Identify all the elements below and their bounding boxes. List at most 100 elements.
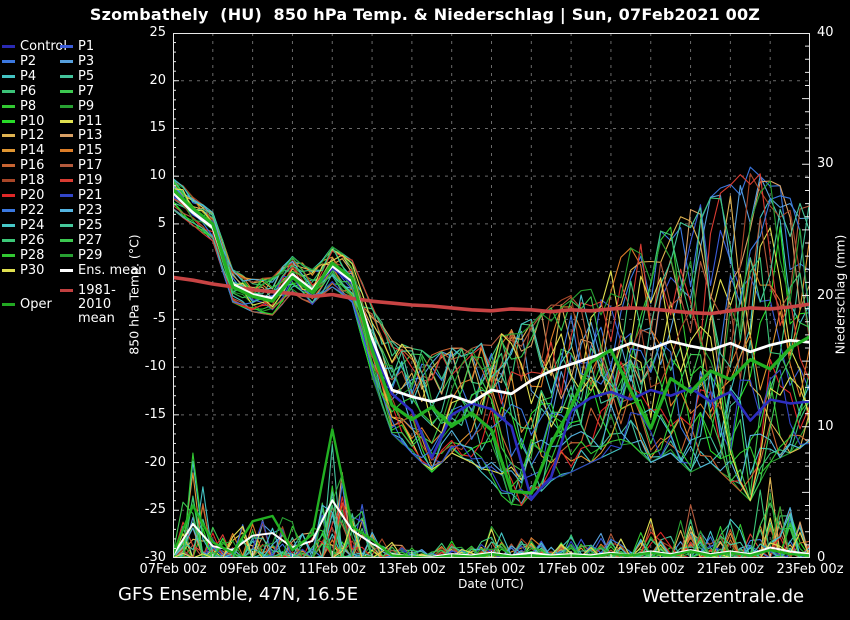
- legend-swatch: [60, 164, 73, 168]
- legend-swatch: [2, 223, 15, 227]
- temp-member-line: [173, 186, 810, 502]
- legend-swatch: [60, 223, 73, 227]
- legend-item: Oper: [2, 298, 52, 312]
- temp-member-line: [173, 202, 810, 492]
- legend-swatch: [60, 104, 73, 108]
- legend-item: P6: [2, 84, 36, 99]
- legend-label: P25: [78, 217, 103, 233]
- temp-member-line: [173, 200, 810, 473]
- temp-tick-label: 0: [157, 263, 166, 279]
- chart-title: Szombathely (HU) 850 hPa Temp. & Nieders…: [89, 5, 761, 24]
- legend-item: P22: [2, 202, 45, 218]
- legend-swatch: [2, 134, 15, 138]
- legend-swatch: [2, 238, 15, 242]
- temp-member-line: [173, 185, 810, 467]
- legend-item: P28: [2, 247, 45, 263]
- legend-item: P17: [60, 159, 102, 173]
- footer-model-info: GFS Ensemble, 47N, 16.5E: [118, 584, 359, 605]
- legend-swatch: [60, 45, 73, 48]
- legend-swatch: [2, 303, 15, 306]
- legend-swatch: [60, 238, 73, 242]
- legend-swatch: [2, 104, 15, 108]
- temp-member-line: [173, 180, 810, 488]
- temp-tick-label: -30: [144, 550, 166, 565]
- legend-item: P11: [60, 113, 103, 129]
- legend-label: Control: [20, 39, 67, 54]
- x-axis-label: Date (UTC): [458, 577, 524, 591]
- legend-swatch: [60, 179, 73, 183]
- temp-member-line: [173, 173, 810, 461]
- legend-item: 1981-2010 mean: [60, 284, 146, 326]
- legend-swatch: [2, 253, 15, 257]
- legend-label: P3: [78, 53, 95, 69]
- temp-tick-label: -25: [144, 502, 166, 518]
- temp-tick-label: 20: [149, 72, 166, 88]
- temp-tick-label: 15: [149, 120, 166, 136]
- temp-member-line: [173, 204, 810, 404]
- precip-tick-label: 30: [817, 156, 834, 172]
- precip-tick-label: 20: [817, 287, 834, 303]
- legend-label: P28: [20, 247, 45, 263]
- legend-item: P29: [60, 247, 103, 263]
- legend-label: P17: [78, 158, 103, 174]
- legend-swatch: [2, 119, 15, 123]
- legend-item: P14: [2, 144, 44, 158]
- temp-member-line: [173, 181, 810, 504]
- plot-area: [173, 33, 810, 558]
- temp-member-line: [173, 181, 810, 506]
- legend-swatch: [60, 149, 73, 153]
- legend-label: P20: [20, 188, 45, 203]
- precip-tick-label: 10: [817, 418, 834, 434]
- temp-member-line: [173, 178, 810, 446]
- legend-swatch: [60, 119, 73, 123]
- legend-item: P20: [2, 189, 44, 203]
- legend-swatch: [60, 74, 73, 78]
- legend-swatch: [60, 134, 73, 138]
- footer-site-name: Wetterzentrale.de: [642, 586, 805, 607]
- legend-label: P12: [20, 128, 45, 144]
- legend-item: P9: [60, 99, 94, 114]
- legend-label: P11: [78, 113, 103, 129]
- legend-item: P4: [2, 69, 36, 84]
- legend-item: P27: [60, 233, 102, 248]
- plot-border: [173, 33, 810, 558]
- legend-item: P15: [60, 144, 102, 158]
- legend-swatch: [2, 149, 15, 153]
- temp-member-line: [173, 188, 810, 502]
- legend-swatch: [2, 164, 15, 168]
- legend-label: P19: [78, 173, 103, 189]
- y-axis-label-right: Niederschlag (mm): [832, 234, 848, 355]
- legend-swatch: [60, 89, 73, 93]
- legend-label: Ens. mean: [78, 262, 147, 278]
- date-tick-label: 19Feb 00z: [617, 562, 685, 577]
- legend-item: P2: [2, 54, 36, 69]
- precip-tick-label: 40: [817, 25, 834, 40]
- legend-swatch: [2, 268, 15, 272]
- legend-item: P23: [60, 203, 102, 218]
- legend-swatch: [2, 45, 15, 48]
- ensemble-chart-svg: [173, 33, 810, 558]
- legend-swatch: [2, 194, 15, 197]
- date-tick-label: 21Feb 00z: [696, 562, 764, 577]
- date-tick-label: 07Feb 00z: [139, 562, 207, 577]
- legend-item: P26: [2, 233, 44, 248]
- legend-label: P29: [78, 247, 103, 263]
- legend-label: P21: [78, 188, 103, 203]
- legend-item: P10: [2, 114, 44, 129]
- legend-item: P18: [2, 174, 44, 188]
- legend-item: P30: [2, 263, 44, 278]
- legend-label: P15: [78, 143, 103, 159]
- legend-swatch: [2, 59, 15, 63]
- temp-tick-label: 10: [149, 168, 166, 184]
- temp-tick-label: -15: [144, 406, 166, 422]
- legend-item: P16: [2, 159, 44, 173]
- legend-label: P24: [20, 217, 45, 233]
- legend-item: P24: [2, 217, 45, 233]
- legend-swatch: [60, 194, 73, 197]
- date-tick-label: 11Feb 00z: [298, 562, 366, 577]
- legend-label: P22: [20, 202, 45, 218]
- legend-label: Oper: [20, 297, 52, 312]
- legend-swatch: [60, 289, 73, 292]
- date-tick-label: 09Feb 00z: [219, 562, 287, 577]
